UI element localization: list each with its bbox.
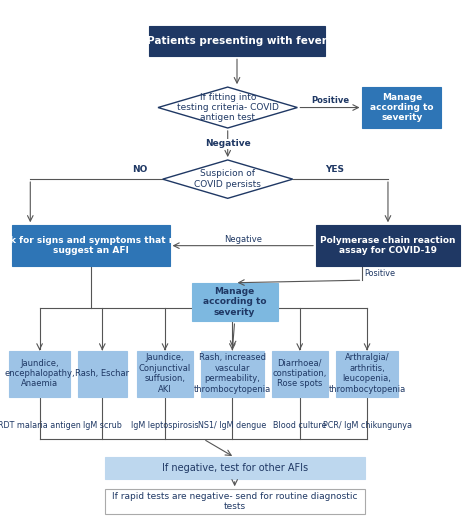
Text: If negative, test for other AFIs: If negative, test for other AFIs [162,463,308,473]
Text: Jaundice,
Conjunctival
suffusion,
AKI: Jaundice, Conjunctival suffusion, AKI [139,353,191,394]
FancyBboxPatch shape [78,351,127,397]
Text: Manage
according to
severity: Manage according to severity [203,287,266,317]
Text: Look for signs and symptoms that may
suggest an AFI: Look for signs and symptoms that may sug… [0,236,190,255]
Text: NO: NO [132,165,147,174]
Text: RDT malaria antigen: RDT malaria antigen [0,421,81,430]
Text: Suspicion of
COVID persists: Suspicion of COVID persists [194,170,261,189]
FancyBboxPatch shape [272,351,328,397]
FancyBboxPatch shape [191,283,278,321]
Text: Positive: Positive [311,97,349,105]
Text: IgM leptospirosis: IgM leptospirosis [131,421,199,430]
Text: Blood culture: Blood culture [273,421,327,430]
Polygon shape [163,160,293,198]
Polygon shape [158,87,297,128]
Text: If rapid tests are negative- send for routine diagnostic
tests: If rapid tests are negative- send for ro… [112,492,357,511]
FancyBboxPatch shape [363,87,441,128]
FancyBboxPatch shape [105,457,365,479]
FancyBboxPatch shape [149,26,325,56]
Text: YES: YES [325,165,344,174]
FancyBboxPatch shape [316,225,460,266]
Text: IgM scrub: IgM scrub [83,421,122,430]
Text: Arthralgia/
arthritis,
leucopenia,
thrombocytopenia: Arthralgia/ arthritis, leucopenia, throm… [328,353,406,394]
Text: If fitting into
testing criteria- COVID
antigen test: If fitting into testing criteria- COVID … [177,92,279,123]
Text: PCR/ IgM chikungunya: PCR/ IgM chikungunya [323,421,411,430]
Text: Diarrhoea/
constipation,
Rose spots: Diarrhoea/ constipation, Rose spots [273,359,327,388]
FancyBboxPatch shape [137,351,193,397]
FancyBboxPatch shape [201,351,264,397]
Text: Rash, increased
vascular
permeability,
thrombocytopenia: Rash, increased vascular permeability, t… [194,353,271,394]
Text: Rash, Eschar: Rash, Eschar [75,369,129,378]
Text: Positive: Positive [365,269,396,278]
Text: Patients presenting with fever: Patients presenting with fever [147,36,327,46]
FancyBboxPatch shape [105,489,365,514]
Text: Negative: Negative [224,234,262,243]
Text: Manage
according to
severity: Manage according to severity [370,92,434,123]
FancyBboxPatch shape [9,351,70,397]
FancyBboxPatch shape [12,225,170,266]
Text: Polymerase chain reaction
assay for COVID-19: Polymerase chain reaction assay for COVI… [320,236,456,255]
Text: NS1/ IgM dengue: NS1/ IgM dengue [198,421,266,430]
FancyBboxPatch shape [336,351,399,397]
Text: Jaundice,
encephalopathy,
Anaemia: Jaundice, encephalopathy, Anaemia [4,359,75,388]
Text: Negative: Negative [205,139,251,148]
